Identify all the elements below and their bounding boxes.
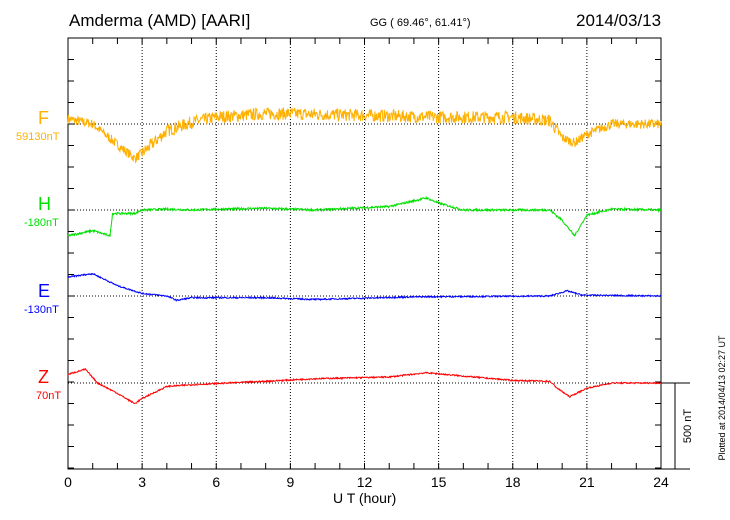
series-label-h: H: [38, 194, 51, 214]
x-tick-label: 15: [430, 474, 447, 490]
x-axis-label: U T (hour): [333, 490, 397, 506]
x-tick-label: 3: [138, 474, 147, 490]
baseline-label-z: 70nT: [36, 390, 62, 402]
x-tick-label: 0: [64, 474, 72, 490]
baseline-label-e: -130nT: [24, 304, 59, 316]
x-tick-label: 18: [504, 474, 521, 490]
x-tick-label: 9: [286, 474, 295, 490]
date-label: 2014/03/13: [576, 11, 662, 30]
series-label-e: E: [38, 281, 51, 301]
x-tick-label: 24: [653, 474, 669, 490]
x-tick-label: 12: [356, 474, 373, 490]
series-line-f: [67, 107, 662, 165]
geographic-coords: GG ( 69.46°, 61.41°): [370, 17, 471, 29]
station-title: Amderma (AMD) [AARI]: [69, 11, 251, 30]
series-line-h: [67, 195, 662, 238]
series-line-z: [67, 368, 662, 405]
x-tick-label: 21: [579, 474, 595, 490]
x-tick-label: 6: [212, 474, 221, 490]
series-line-e: [67, 272, 662, 302]
baseline-label-h: -180nT: [24, 217, 59, 229]
series-label-z: Z: [38, 367, 49, 387]
series-label-f: F: [38, 108, 49, 128]
baseline-label-f: 59130nT: [16, 131, 60, 143]
